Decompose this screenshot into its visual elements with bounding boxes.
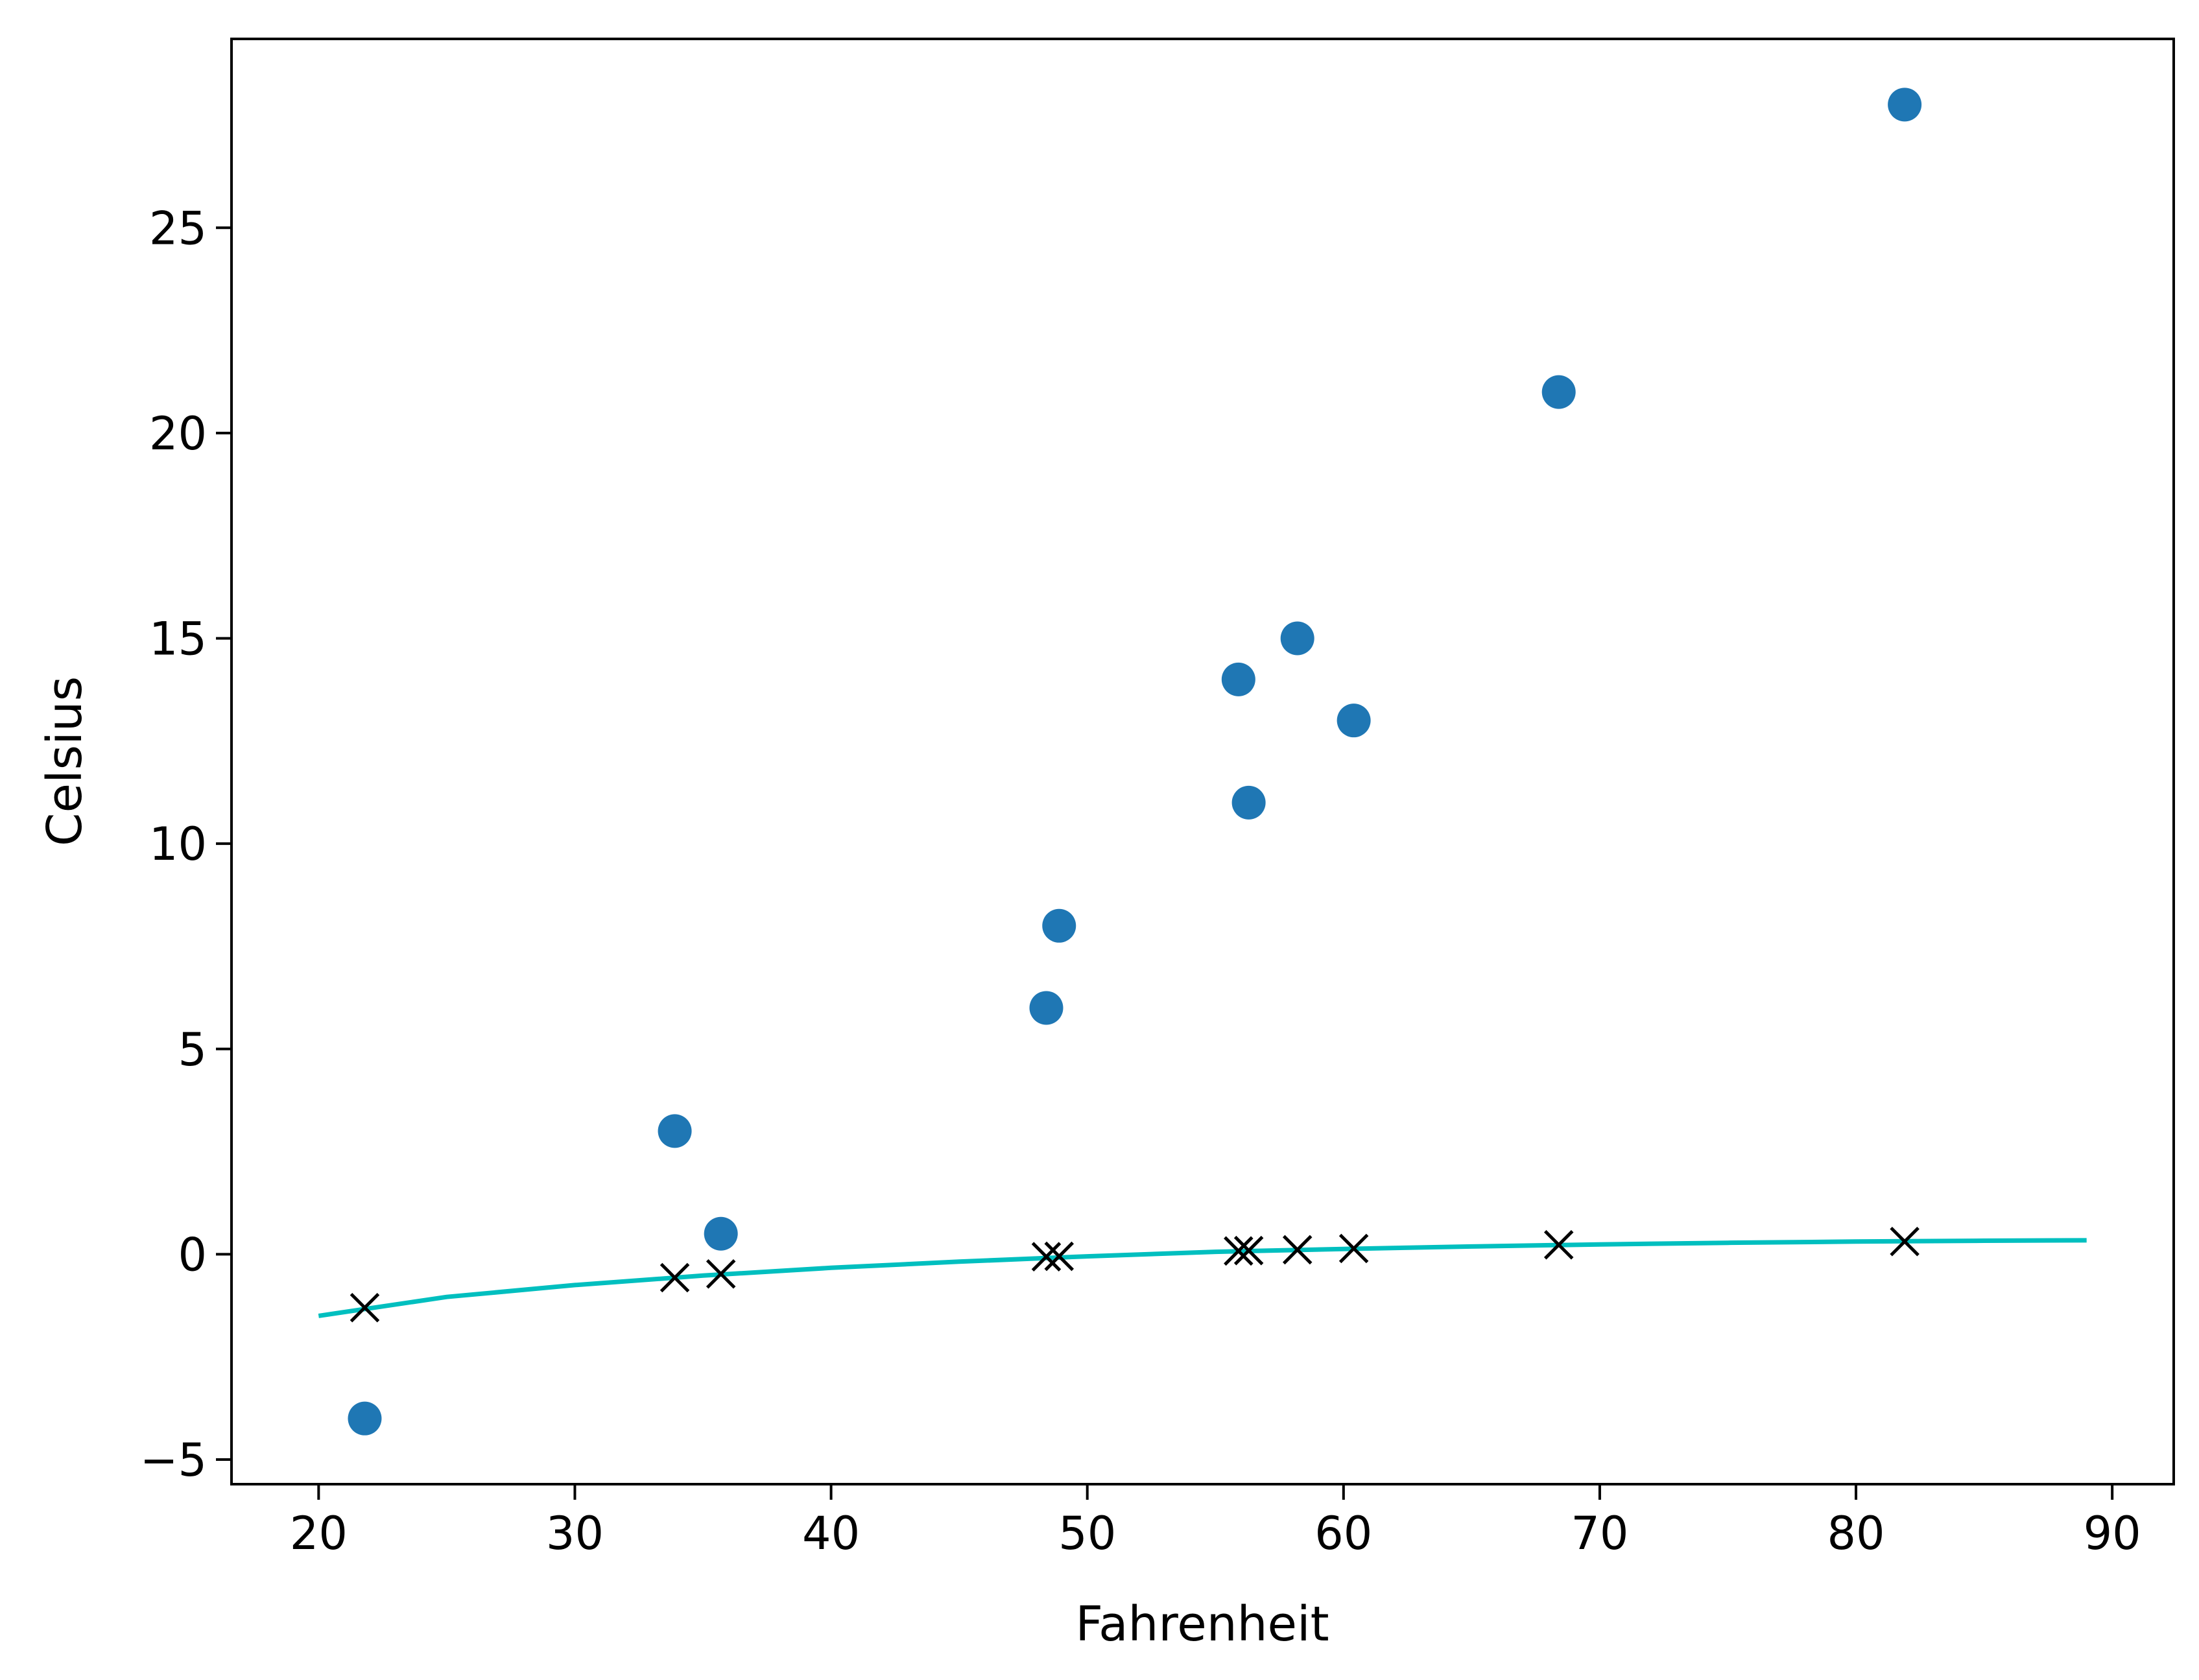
fit-line-layer <box>318 1238 2087 1318</box>
x-tick-label-2: 40 <box>802 1507 860 1560</box>
ticks-layer: 20 30 40 50 60 70 80 90 −5 0 5 10 15 20 25 <box>140 202 2141 1560</box>
prediction-point-0 <box>350 1292 380 1323</box>
data-point-9 <box>1541 375 1576 409</box>
x-tick-label-4: 60 <box>1314 1507 1372 1560</box>
plot-frame <box>230 38 2175 1485</box>
data-point-3 <box>1029 991 1064 1025</box>
x-axis-label: Fahrenheit <box>1075 1596 1329 1652</box>
prediction-point-5 <box>1224 1236 1254 1266</box>
y-tick-label-4: 15 <box>149 613 207 666</box>
x-tick-label-1: 30 <box>546 1507 604 1560</box>
y-tick-label-3: 10 <box>149 818 207 871</box>
prediction-point-1 <box>660 1262 690 1293</box>
prediction-point-4 <box>1044 1241 1075 1272</box>
data-point-4 <box>1042 908 1076 943</box>
y-tick-label-0: −5 <box>140 1434 207 1487</box>
prediction-point-8 <box>1338 1233 1369 1264</box>
data-point-0 <box>348 1401 382 1436</box>
prediction-point-9 <box>1543 1230 1574 1260</box>
data-points-layer <box>348 88 1922 1436</box>
x-tick-label-0: 20 <box>290 1507 348 1560</box>
prediction-point-10 <box>1890 1226 1920 1257</box>
prediction-point-7 <box>1282 1235 1313 1265</box>
y-tick-label-6: 25 <box>149 202 207 255</box>
prediction-point-3 <box>1031 1242 1062 1272</box>
x-tick-label-3: 50 <box>1058 1507 1116 1560</box>
prediction-point-6 <box>1233 1235 1264 1266</box>
fit-line <box>318 1238 2087 1318</box>
x-tick-label-5: 70 <box>1571 1507 1628 1560</box>
data-point-6 <box>1231 785 1266 820</box>
x-tick-label-6: 80 <box>1827 1507 1885 1560</box>
data-point-7 <box>1280 621 1314 656</box>
data-point-5 <box>1221 662 1255 696</box>
prediction-points-layer <box>350 1226 1920 1323</box>
y-tick-label-5: 20 <box>149 407 207 460</box>
y-tick-label-2: 5 <box>178 1023 207 1076</box>
y-tick-label-1: 0 <box>178 1228 207 1281</box>
x-tick-label-7: 90 <box>2084 1507 2141 1560</box>
data-point-8 <box>1337 704 1371 738</box>
data-point-10 <box>1888 88 1922 122</box>
prediction-point-2 <box>706 1259 736 1289</box>
data-point-1 <box>658 1114 692 1148</box>
y-axis-label: Celsius <box>37 676 93 846</box>
data-point-2 <box>704 1216 738 1251</box>
